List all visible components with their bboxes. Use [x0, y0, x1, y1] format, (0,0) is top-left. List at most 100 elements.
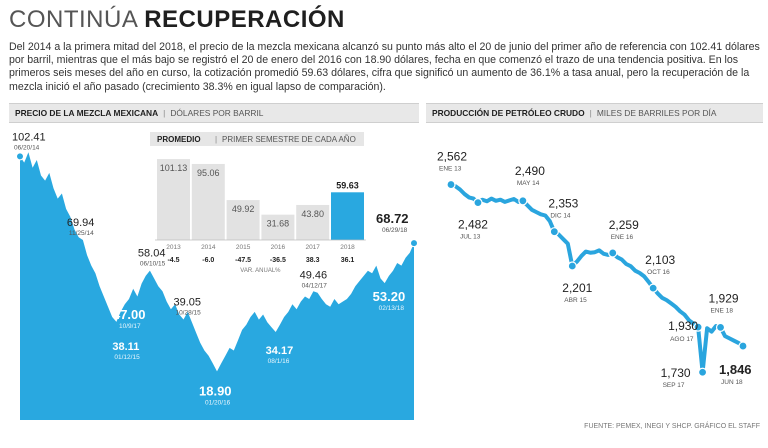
production-point	[697, 367, 708, 377]
price-date-label: 02/13/18	[379, 305, 405, 312]
price-date-label: 01/12/15	[114, 354, 140, 361]
intro-paragraph: Del 2014 a la primera mitad del 2018, el…	[9, 41, 760, 93]
bar-value-label: 31.68	[267, 219, 290, 229]
bar-category-label: 2014	[201, 244, 216, 251]
production-point	[518, 196, 528, 206]
bar-2016	[261, 214, 295, 240]
price-area	[20, 152, 414, 421]
production-date-label: DIC 14	[550, 213, 571, 220]
title-bold: RECUPERACIÓN	[144, 6, 345, 33]
production-chart-header: PRODUCCIÓN DE PETRÓLEO CRUDO | MILES DE …	[426, 103, 763, 123]
bar-value-label: 101.13	[160, 163, 188, 173]
production-point	[473, 198, 483, 208]
production-point	[648, 283, 658, 293]
price-value-label: 69.94	[67, 217, 95, 229]
production-date-label: JUL 13	[460, 234, 481, 241]
inset-title: PROMEDIO	[157, 135, 201, 144]
production-value-label: 2,353	[548, 197, 578, 211]
production-date-label: JUN 18	[721, 379, 743, 386]
bar-2013	[157, 159, 190, 240]
production-point	[693, 322, 703, 332]
bar-variation-label: -36.5	[270, 257, 286, 264]
price-value-label: 102.41	[12, 131, 46, 143]
bar-category-label: 2015	[236, 244, 251, 251]
price-value-label: 18.90	[199, 383, 232, 398]
variation-caption: VAR. ANUAL%	[240, 268, 281, 274]
inset-divider: |	[215, 135, 217, 144]
bar-2014	[191, 163, 225, 240]
price-chart-subtitle: DÓLARES POR BARRIL	[170, 108, 264, 118]
price-value-label: 39.05	[173, 296, 201, 308]
production-value-label: 2,490	[515, 164, 545, 178]
header-divider: |	[589, 108, 592, 118]
price-chart-title: PRECIO DE LA MEZCLA MEXICANA	[15, 108, 159, 118]
price-value-label: 34.17	[266, 345, 294, 357]
production-point	[549, 227, 559, 237]
production-value-label: 1,929	[709, 291, 739, 305]
price-chart-header: PRECIO DE LA MEZCLA MEXICANA | DÓLARES P…	[9, 103, 419, 123]
production-value-label: 2,562	[437, 150, 467, 164]
bar-category-label: 2016	[271, 244, 286, 251]
production-value-label: 1,846	[719, 362, 752, 377]
price-date-label: 11/25/14	[69, 230, 94, 237]
production-value-label: 2,201	[562, 281, 592, 295]
production-point	[738, 341, 748, 351]
production-date-label: ABR 15	[564, 297, 587, 304]
bar-category-label: 2017	[305, 244, 320, 251]
price-value-label: 53.20	[373, 289, 406, 304]
price-value-label: 38.11	[112, 341, 139, 353]
production-value-label: 2,103	[645, 253, 675, 267]
bar-variation-label: 36.1	[341, 257, 355, 264]
title-light: CONTINÚA	[9, 6, 138, 33]
bar-variation-label: -4.5	[167, 257, 179, 264]
bar-category-label: 2018	[340, 244, 355, 251]
bar-value-label: 49.92	[232, 204, 255, 214]
price-date-label: 08/1/16	[268, 358, 290, 365]
price-date-label: 10/28/15	[175, 309, 201, 316]
production-date-label: ENE 16	[611, 234, 634, 241]
production-date-label: ENE 13	[439, 166, 462, 173]
production-date-label: ENE 18	[711, 307, 734, 314]
source-note: FUENTE: PEMEX, INEGI Y SHCP. GRÁFICO EL …	[584, 423, 760, 430]
bar-value-label: 95.06	[197, 168, 220, 178]
bar-variation-label: -47.5	[235, 257, 251, 264]
price-date-label: 06/29/18	[382, 227, 408, 234]
price-value-label: 58.04	[138, 248, 166, 260]
bar-category-label: 2013	[166, 244, 181, 251]
page-title: CONTINÚA RECUPERACIÓN	[9, 6, 345, 34]
production-point	[715, 322, 726, 332]
production-line	[449, 182, 745, 375]
header-divider: |	[163, 108, 166, 118]
price-value-label: 68.72	[376, 211, 409, 226]
production-value-label: 2,259	[609, 218, 639, 232]
price-value-label: 47.00	[113, 307, 146, 322]
production-value-label: 1,930	[668, 319, 698, 333]
production-date-label: OCT 16	[647, 269, 670, 276]
price-date-label: 04/12/17	[302, 283, 328, 290]
bar-variation-label: -6.0	[202, 257, 214, 264]
price-date-label: 10/9/17	[119, 323, 141, 330]
price-point	[410, 239, 418, 248]
price-date-label: 01/20/16	[205, 399, 231, 406]
production-point	[446, 179, 456, 190]
production-value-label: 2,482	[458, 218, 488, 232]
bar-value-label: 43.80	[301, 209, 324, 219]
inset-subtitle: PRIMER SEMESTRE DE CADA AÑO	[222, 135, 356, 144]
inset-header-bg	[150, 132, 364, 146]
price-date-label: 06/10/15	[140, 261, 166, 268]
price-date-label: 06/20/14	[14, 144, 40, 151]
bar-variation-label: 38.3	[306, 257, 320, 264]
bar-2017	[296, 204, 330, 240]
production-chart-subtitle: MILES DE BARRILES POR DÍA	[596, 108, 717, 118]
production-value-label: 1,730	[661, 366, 691, 380]
price-point	[16, 152, 24, 161]
production-date-label: MAY 14	[517, 180, 540, 187]
price-value-label: 49.46	[300, 270, 328, 282]
bar-2015	[226, 200, 260, 240]
production-date-label: AGO 17	[670, 336, 694, 343]
production-point	[608, 248, 618, 258]
bar-value-label: 59.63	[336, 180, 359, 190]
production-point	[567, 261, 577, 271]
production-date-label: SEP 17	[663, 382, 685, 389]
